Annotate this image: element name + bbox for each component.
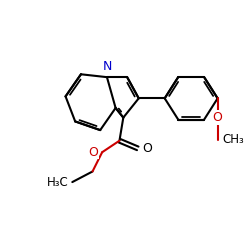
Text: H₃C: H₃C (47, 176, 68, 188)
Text: CH₃: CH₃ (222, 133, 244, 146)
Text: O: O (142, 142, 152, 155)
Text: O: O (213, 111, 222, 124)
Text: O: O (88, 146, 98, 159)
Text: N: N (102, 60, 112, 73)
